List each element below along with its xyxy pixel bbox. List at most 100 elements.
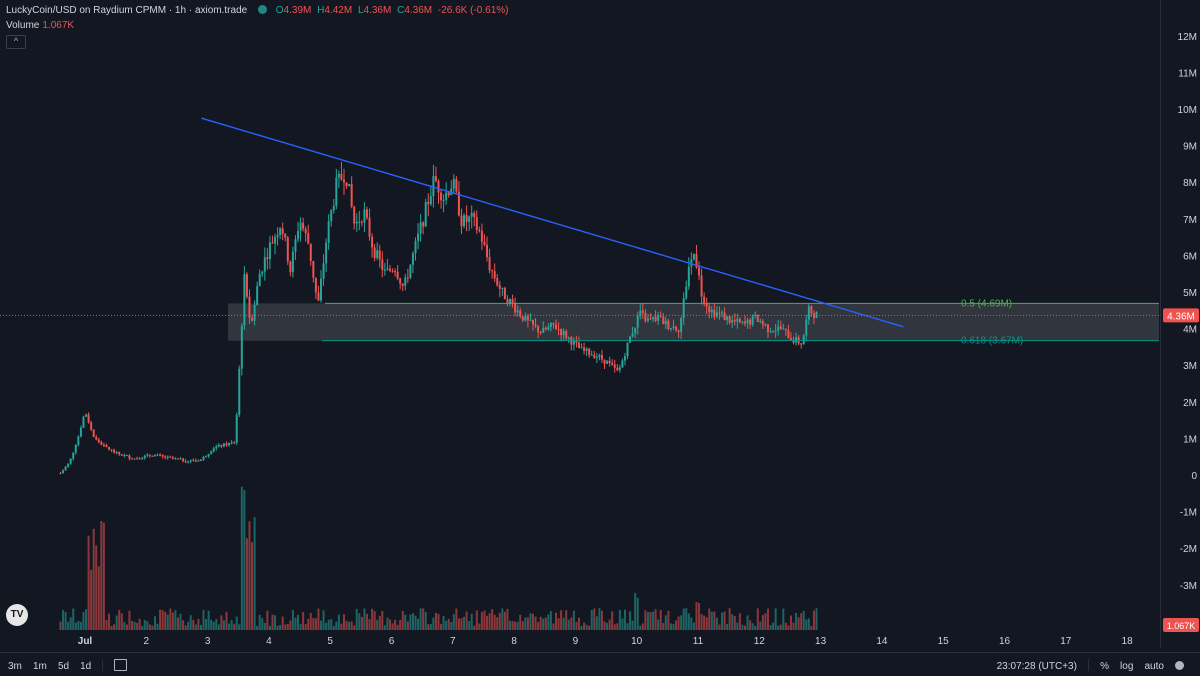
volume-bar bbox=[228, 623, 231, 630]
volume-bar bbox=[685, 608, 688, 630]
volume-bar bbox=[736, 622, 739, 630]
candle-body bbox=[182, 458, 185, 462]
volume-bar bbox=[299, 624, 302, 630]
candle-body bbox=[675, 326, 678, 331]
volume-bar bbox=[212, 621, 215, 630]
candle-body bbox=[353, 206, 356, 224]
symbol-title[interactable]: LuckyCoin/USD on Raydium CPMM · 1h · axi… bbox=[6, 5, 248, 16]
candle-body bbox=[480, 230, 483, 242]
volume-bar bbox=[761, 615, 764, 630]
candle-body bbox=[110, 449, 113, 451]
volume-bar bbox=[445, 620, 448, 630]
volume-bar bbox=[664, 615, 667, 630]
candle-body bbox=[59, 473, 62, 475]
candle-body bbox=[795, 337, 798, 343]
volume-bar bbox=[205, 618, 208, 630]
time-axis[interactable]: Jul 2 3 4 5 6 7 8 9 10 11 12 13 14 15 16 17 18 bbox=[0, 630, 1160, 650]
volume-bar bbox=[501, 608, 504, 630]
price-chart[interactable]: 0.5 (4.69M) 0.618 (3.67M) bbox=[0, 0, 1160, 648]
candle-body bbox=[649, 318, 652, 320]
tradingview-logo-icon[interactable]: TV bbox=[6, 604, 28, 626]
candle-body bbox=[447, 192, 450, 196]
candle-body bbox=[90, 422, 93, 430]
chart-legend: LuckyCoin/USD on Raydium CPMM · 1h · axi… bbox=[6, 5, 511, 16]
settings-icon[interactable] bbox=[1175, 661, 1184, 670]
collapse-legend-button[interactable]: ^ bbox=[6, 35, 26, 49]
candle-body bbox=[307, 233, 310, 244]
range-5d-button[interactable]: 5d bbox=[57, 661, 70, 672]
candle-body bbox=[373, 247, 376, 258]
candle-body bbox=[452, 178, 455, 189]
volume-bar bbox=[800, 613, 803, 630]
candle-body bbox=[764, 324, 767, 326]
volume-bar bbox=[256, 625, 259, 630]
candle-body bbox=[572, 340, 575, 345]
candle-body bbox=[608, 360, 611, 363]
volume-bar bbox=[424, 611, 427, 630]
candle-body bbox=[82, 416, 85, 428]
candle-body bbox=[529, 319, 532, 321]
volume-bar bbox=[506, 608, 509, 630]
volume-bar bbox=[805, 619, 808, 630]
log-toggle[interactable]: log bbox=[1120, 661, 1134, 672]
range-3m-button[interactable]: 3m bbox=[8, 661, 22, 672]
volume-bar bbox=[268, 625, 271, 630]
candle-body bbox=[623, 356, 626, 361]
range-1d-button[interactable]: 1d bbox=[80, 661, 92, 672]
volume-bar bbox=[542, 618, 545, 630]
candle-body bbox=[636, 315, 639, 328]
volume-bar bbox=[483, 610, 486, 630]
clock-time[interactable]: 23:07:28 (UTC+3) bbox=[996, 661, 1077, 672]
current-price-label: 4.36M bbox=[1167, 311, 1195, 322]
candle-body bbox=[600, 355, 603, 360]
volume-bar bbox=[146, 621, 149, 630]
volume-bar bbox=[266, 610, 269, 630]
candle-body bbox=[434, 176, 437, 181]
candle-body bbox=[445, 192, 448, 201]
volume-bar bbox=[342, 614, 345, 630]
volume-bar bbox=[276, 625, 279, 630]
volume-bar bbox=[217, 624, 220, 630]
candle-body bbox=[672, 326, 675, 328]
range-1m-button[interactable]: 1m bbox=[32, 661, 47, 672]
candle-body bbox=[473, 213, 476, 218]
candle-body bbox=[488, 257, 491, 271]
volume-bar bbox=[125, 624, 128, 630]
candle-body bbox=[133, 458, 136, 460]
price-tick-label: 8M bbox=[1183, 178, 1197, 189]
volume-bar bbox=[554, 612, 557, 630]
candle-body bbox=[388, 268, 391, 271]
candle-body bbox=[322, 263, 325, 279]
candle-body bbox=[677, 330, 680, 333]
volume-bar bbox=[524, 617, 527, 630]
volume-bar bbox=[92, 528, 95, 630]
volume-bar bbox=[460, 618, 463, 630]
percent-toggle[interactable]: % bbox=[1100, 661, 1109, 672]
candle-body bbox=[118, 451, 121, 455]
candle-body bbox=[302, 222, 305, 229]
candle-body bbox=[792, 340, 795, 343]
candle-body bbox=[281, 228, 284, 234]
candle-body bbox=[146, 454, 149, 456]
price-tick-label: -1M bbox=[1180, 508, 1197, 519]
candle-body bbox=[731, 320, 734, 323]
price-tick-label: 12M bbox=[1178, 32, 1197, 43]
candle-body bbox=[646, 318, 649, 321]
candle-body bbox=[330, 210, 333, 222]
volume-bar bbox=[802, 610, 805, 630]
volume-bar bbox=[749, 620, 752, 630]
candle-body bbox=[516, 310, 519, 313]
candle-body bbox=[769, 331, 772, 333]
candle-body bbox=[713, 309, 716, 317]
calendar-icon[interactable] bbox=[114, 659, 128, 671]
volume-bar bbox=[271, 614, 274, 630]
volume-bar bbox=[97, 566, 100, 630]
auto-toggle[interactable]: auto bbox=[1144, 661, 1164, 672]
volume-bar bbox=[274, 615, 277, 630]
price-axis[interactable]: 12M 11M 10M 9M 8M 7M 6M 5M 4M 3M 2M 1M 0 -1M -2M -3M 4.… bbox=[1160, 0, 1200, 648]
candle-body bbox=[698, 267, 701, 276]
candle-body bbox=[297, 231, 300, 240]
volume-bar bbox=[639, 625, 642, 630]
volume-bar bbox=[636, 597, 639, 630]
candle-body bbox=[376, 250, 379, 258]
